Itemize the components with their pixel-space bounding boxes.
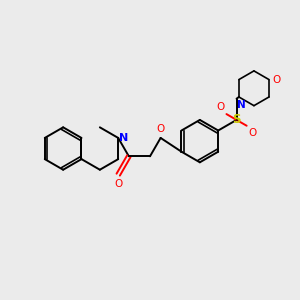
Text: N: N [119,133,129,143]
Text: O: O [216,102,224,112]
Text: O: O [249,128,257,138]
Text: O: O [272,75,281,85]
Text: N: N [237,100,246,110]
Text: O: O [114,179,122,189]
Text: O: O [157,124,165,134]
Text: S: S [232,113,241,126]
